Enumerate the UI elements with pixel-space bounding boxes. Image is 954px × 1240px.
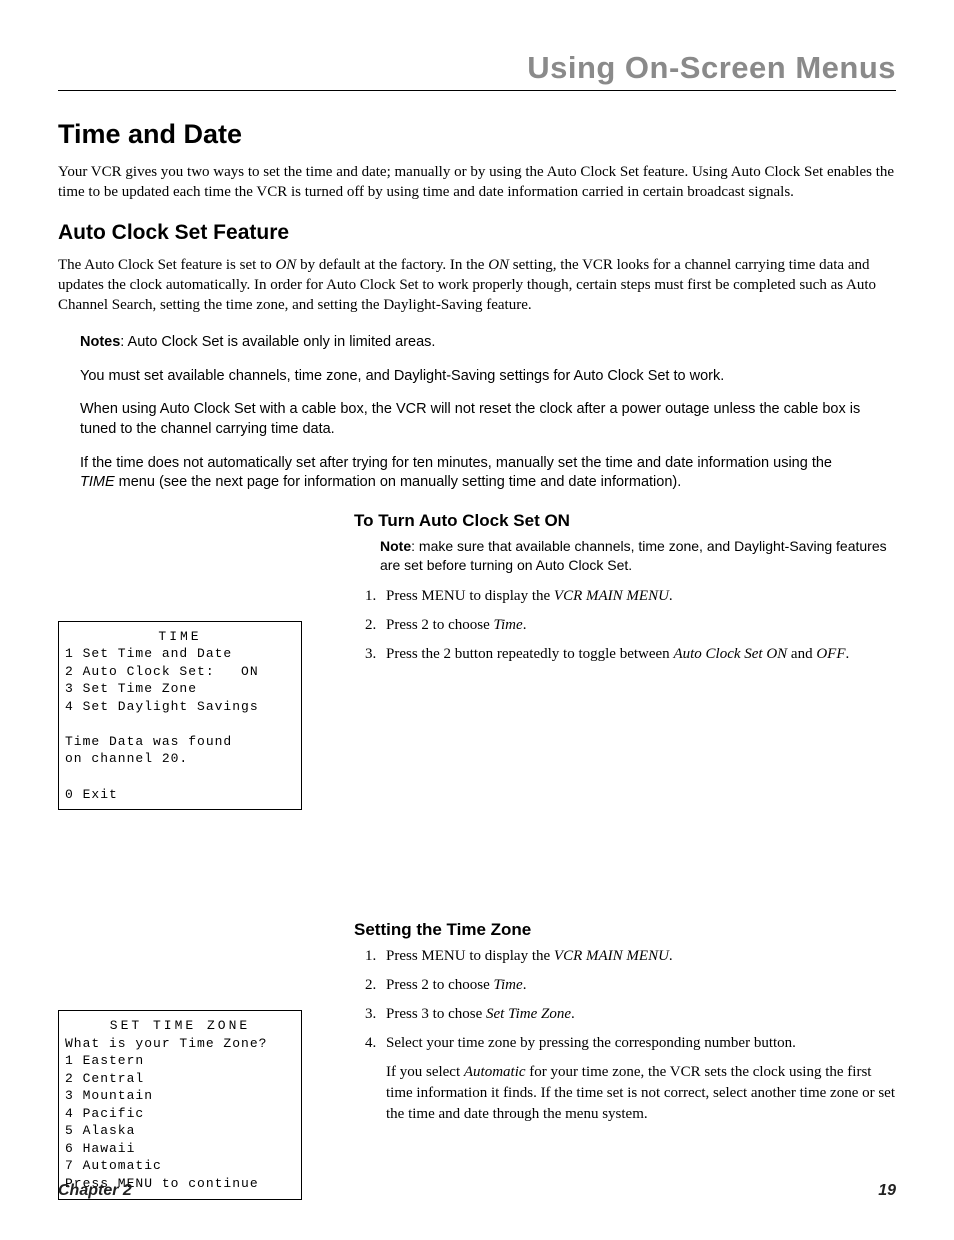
menu-tz-line-1: What is your Time Zone?: [65, 1036, 267, 1051]
tz-step-4: Select your time zone by pressing the co…: [380, 1033, 896, 1125]
heading-auto-clock-set: Auto Clock Set Feature: [58, 221, 896, 245]
menu-tz-line-6: 5 Alaska: [65, 1123, 135, 1138]
menu-tz-line-8: 7 Automatic: [65, 1158, 162, 1173]
menu-time-title: TIME: [65, 628, 295, 646]
note-1: : Auto Clock Set is available only in li…: [120, 334, 435, 350]
note-4: If the time does not automatically set a…: [80, 454, 866, 493]
menu-time-line-9: 0 Exit: [65, 787, 118, 802]
footer-chapter: Chapter 2: [58, 1182, 132, 1200]
notes-label: Notes: [80, 334, 120, 350]
menu-time-line-3: 3 Set Time Zone: [65, 681, 197, 696]
note-3: When using Auto Clock Set with a cable b…: [80, 400, 866, 439]
intro-paragraph: Your VCR gives you two ways to set the t…: [58, 162, 896, 203]
footer-page-number: 19: [878, 1182, 896, 1200]
heading-time-and-date: Time and Date: [58, 119, 896, 150]
tz-step-3: Press 3 to chose Set Time Zone.: [380, 1004, 896, 1025]
turn-on-step-2: Press 2 to choose Time.: [380, 615, 896, 636]
menu-tz-line-5: 4 Pacific: [65, 1106, 144, 1121]
heading-setting-timezone: Setting the Time Zone: [354, 920, 896, 940]
menu-box-timezone: SET TIME ZONEWhat is your Time Zone? 1 E…: [58, 1010, 302, 1199]
menu-box-time: TIME1 Set Time and Date 2 Auto Clock Set…: [58, 621, 302, 810]
auto-clock-paragraph: The Auto Clock Set feature is set to ON …: [58, 255, 896, 316]
menu-time-line-1: 1 Set Time and Date: [65, 646, 232, 661]
menu-tz-line-7: 6 Hawaii: [65, 1141, 135, 1156]
note-2: You must set available channels, time zo…: [80, 367, 866, 387]
heading-turn-on-auto-clock: To Turn Auto Clock Set ON: [354, 511, 896, 531]
menu-tz-line-4: 3 Mountain: [65, 1088, 153, 1103]
menu-tz-line-2: 1 Eastern: [65, 1053, 144, 1068]
menu-time-line-7: on channel 20.: [65, 751, 188, 766]
menu-time-line-4: 4 Set Daylight Savings: [65, 699, 259, 714]
turn-on-steps: Press MENU to display the VCR MAIN MENU.…: [354, 586, 896, 665]
turn-on-note: Note: make sure that available channels,…: [380, 537, 896, 575]
timezone-steps: Press MENU to display the VCR MAIN MENU.…: [354, 946, 896, 1125]
menu-time-line-2: 2 Auto Clock Set: ON: [65, 664, 259, 679]
tz-step-2: Press 2 to choose Time.: [380, 975, 896, 996]
turn-on-step-3: Press the 2 button repeatedly to toggle …: [380, 644, 896, 665]
tz-step-1: Press MENU to display the VCR MAIN MENU.: [380, 946, 896, 967]
menu-tz-line-3: 2 Central: [65, 1071, 144, 1086]
page-header-title: Using On-Screen Menus: [58, 50, 896, 86]
header-rule: [58, 90, 896, 91]
menu-tz-title: SET TIME ZONE: [65, 1017, 295, 1035]
turn-on-step-1: Press MENU to display the VCR MAIN MENU.: [380, 586, 896, 607]
menu-time-line-6: Time Data was found: [65, 734, 232, 749]
notes-block: Notes: Auto Clock Set is available only …: [80, 333, 866, 492]
